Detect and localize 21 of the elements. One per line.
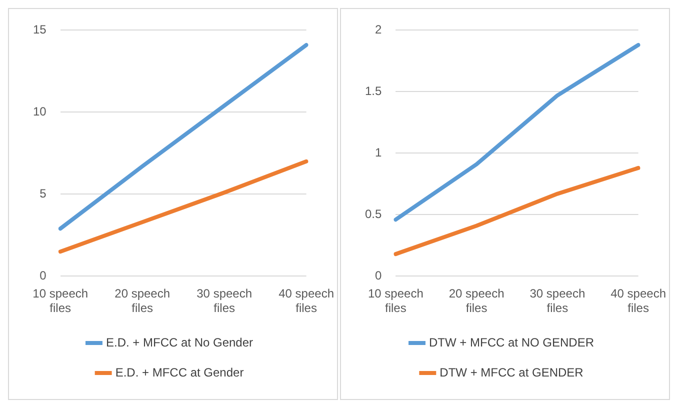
y-tick-label: 15 [32,22,47,37]
x-tick-label: 20 speech files [114,286,170,316]
y-tick-label: 0 [374,268,382,283]
legend-label: DTW + MFCC at GENDER [440,365,584,380]
x-tick-label: 40 speech files [278,286,334,316]
legend-label: E.D. + MFCC at No Gender [106,335,254,350]
y-tick-label: 1 [374,146,382,160]
y-tick-label: 1.5 [364,84,382,98]
y-tick-label: 0.5 [364,207,382,222]
x-tick-label: 40 speech files [610,286,666,316]
y-tick-label: 2 [374,22,382,37]
x-tick-label: 10 speech files [368,286,424,316]
legend-label: E.D. + MFCC at Gender [115,365,244,380]
y-tick-label: 10 [32,104,47,119]
x-tick-label: 30 speech files [196,286,252,316]
x-tick-label: 10 speech files [32,286,88,316]
y-tick-label: 5 [40,186,47,201]
legend-label: DTW + MFCC at NO GENDER [428,335,594,350]
x-tick-label: 20 speech files [448,286,504,316]
x-tick-label: 30 speech files [530,286,586,316]
y-tick-label: 0 [40,268,47,283]
